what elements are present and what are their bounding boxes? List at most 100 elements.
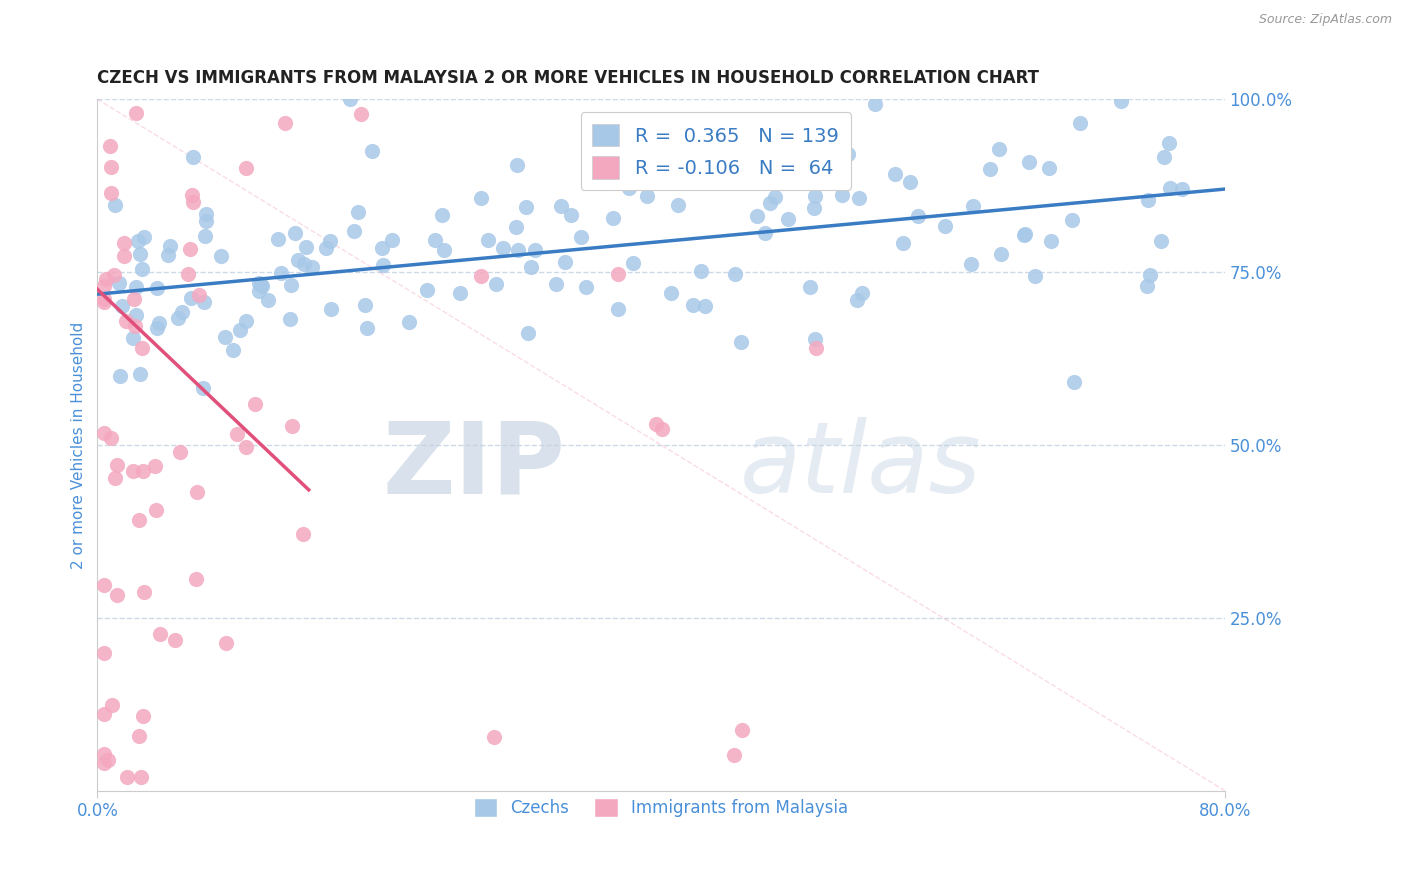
Point bbox=[959, 257, 981, 271]
Point bbox=[114, 314, 136, 328]
Point bbox=[745, 209, 768, 223]
Point bbox=[181, 194, 204, 209]
Point bbox=[979, 161, 1001, 176]
Point bbox=[145, 503, 167, 517]
Point bbox=[621, 256, 644, 270]
Point bbox=[215, 636, 238, 650]
Point bbox=[172, 305, 194, 319]
Point bbox=[354, 298, 377, 312]
Point bbox=[194, 229, 217, 244]
Point bbox=[515, 200, 537, 214]
Point bbox=[101, 698, 124, 712]
Point bbox=[696, 112, 718, 126]
Point bbox=[163, 632, 186, 647]
Point bbox=[179, 242, 201, 256]
Point bbox=[148, 316, 170, 330]
Point bbox=[423, 233, 446, 247]
Point bbox=[187, 287, 209, 301]
Point bbox=[1136, 193, 1159, 207]
Point bbox=[194, 207, 217, 221]
Point bbox=[524, 243, 547, 257]
Point bbox=[125, 106, 148, 120]
Point bbox=[319, 234, 342, 248]
Point bbox=[848, 191, 870, 205]
Point bbox=[346, 204, 368, 219]
Point bbox=[177, 267, 200, 281]
Point bbox=[1012, 227, 1035, 242]
Point bbox=[193, 381, 215, 395]
Point bbox=[229, 323, 252, 337]
Point bbox=[149, 627, 172, 641]
Point bbox=[803, 201, 825, 215]
Point bbox=[1024, 268, 1046, 283]
Point bbox=[93, 646, 115, 660]
Point bbox=[143, 458, 166, 473]
Point bbox=[690, 264, 713, 278]
Point bbox=[124, 280, 146, 294]
Point bbox=[865, 96, 887, 111]
Point bbox=[280, 277, 302, 292]
Point bbox=[617, 180, 640, 194]
Point bbox=[134, 230, 156, 244]
Point bbox=[97, 753, 120, 767]
Point bbox=[1040, 235, 1063, 249]
Point bbox=[371, 258, 394, 272]
Point bbox=[934, 219, 956, 234]
Point bbox=[470, 269, 492, 284]
Point bbox=[124, 318, 146, 333]
Point bbox=[799, 280, 821, 294]
Point bbox=[107, 276, 129, 290]
Point bbox=[1150, 234, 1173, 248]
Point bbox=[554, 255, 576, 269]
Point bbox=[315, 241, 337, 255]
Point bbox=[209, 249, 232, 263]
Point bbox=[416, 283, 439, 297]
Point bbox=[128, 367, 150, 381]
Point bbox=[93, 706, 115, 721]
Point bbox=[94, 272, 117, 286]
Point bbox=[266, 232, 288, 246]
Point bbox=[291, 526, 314, 541]
Point bbox=[560, 208, 582, 222]
Point bbox=[214, 329, 236, 343]
Point bbox=[1014, 227, 1036, 241]
Point bbox=[682, 298, 704, 312]
Point bbox=[907, 210, 929, 224]
Point bbox=[319, 301, 342, 316]
Point bbox=[134, 585, 156, 599]
Point bbox=[432, 208, 454, 222]
Point bbox=[184, 573, 207, 587]
Point bbox=[651, 422, 673, 436]
Point bbox=[1063, 376, 1085, 390]
Point bbox=[607, 267, 630, 281]
Point bbox=[250, 279, 273, 293]
Point bbox=[990, 247, 1012, 261]
Point bbox=[93, 292, 115, 306]
Point bbox=[506, 243, 529, 257]
Point bbox=[731, 723, 754, 737]
Point bbox=[157, 248, 180, 262]
Point bbox=[883, 167, 905, 181]
Point bbox=[250, 278, 273, 293]
Point bbox=[506, 158, 529, 172]
Point bbox=[763, 190, 786, 204]
Point bbox=[988, 142, 1011, 156]
Point bbox=[804, 332, 827, 346]
Point bbox=[127, 234, 149, 248]
Point bbox=[898, 175, 921, 189]
Point bbox=[845, 293, 868, 307]
Point bbox=[484, 277, 506, 292]
Point bbox=[398, 315, 420, 329]
Point bbox=[93, 578, 115, 592]
Point bbox=[492, 241, 515, 255]
Point bbox=[180, 291, 202, 305]
Point bbox=[1018, 155, 1040, 169]
Point bbox=[93, 294, 115, 309]
Point bbox=[100, 431, 122, 445]
Point bbox=[122, 331, 145, 345]
Point bbox=[851, 285, 873, 300]
Point bbox=[361, 144, 384, 158]
Point bbox=[644, 417, 666, 431]
Point bbox=[778, 212, 800, 227]
Point bbox=[602, 211, 624, 225]
